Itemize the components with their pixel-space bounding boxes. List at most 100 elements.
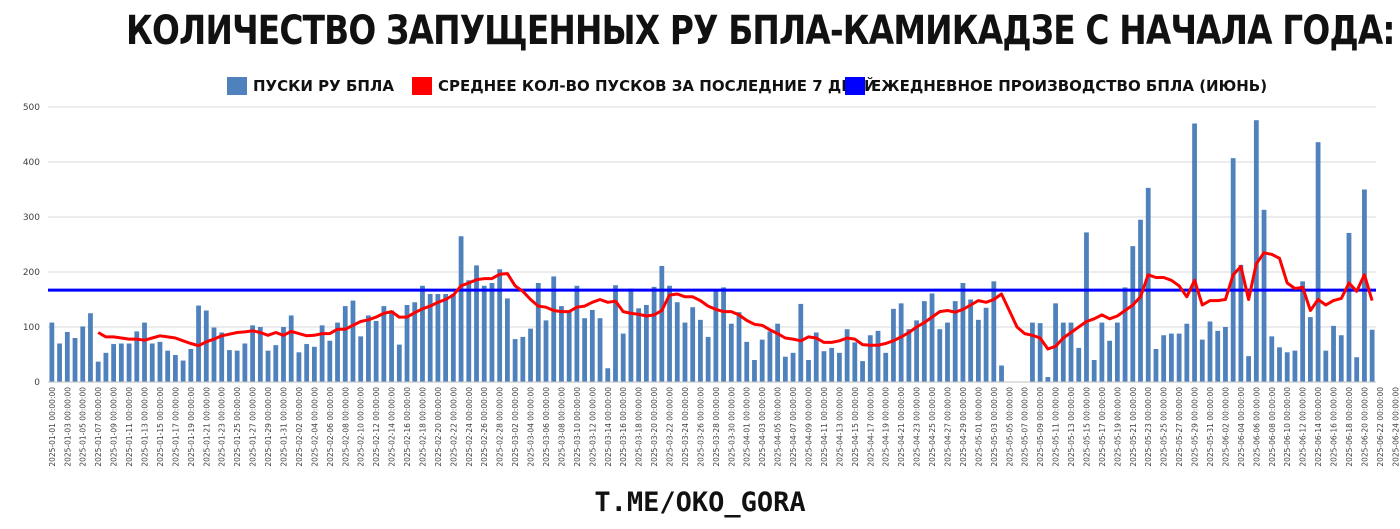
x-tick-label: 2025-02-12 00:00:00: [372, 387, 381, 467]
bar: [535, 283, 541, 382]
x-tick-label: 2025-03-22 00:00:00: [666, 387, 675, 467]
x-tick-label: 2025-04-09 00:00:00: [805, 387, 814, 467]
y-tick-label: 400: [23, 158, 40, 168]
bar: [952, 301, 958, 382]
x-tick-label: 2025-05-29 00:00:00: [1191, 387, 1200, 467]
bar: [1362, 189, 1367, 382]
bar: [852, 342, 858, 382]
x-tick-label: 2025-02-14 00:00:00: [388, 387, 397, 467]
bar: [505, 298, 510, 382]
bar: [1045, 377, 1051, 382]
bar: [103, 352, 109, 382]
footer-link: T.ME/OKO_GORA: [594, 487, 806, 518]
bar: [173, 355, 178, 382]
bar: [1292, 350, 1298, 382]
bar: [219, 332, 225, 382]
x-tick-label: 2025-04-17 00:00:00: [866, 387, 875, 467]
bar: [999, 365, 1004, 382]
bar: [605, 368, 611, 382]
bar: [512, 339, 518, 382]
bar: [1307, 317, 1313, 382]
bar: [597, 318, 603, 382]
x-tick-label: 2025-02-16 00:00:00: [403, 387, 412, 467]
bar: [296, 352, 302, 382]
legend-item-launches: ПУСКИ РУ БПЛА: [227, 74, 394, 98]
x-tick-label: 2025-06-16 00:00:00: [1330, 387, 1339, 467]
bar: [628, 288, 634, 382]
bar: [234, 350, 240, 382]
bar: [1060, 322, 1066, 382]
bar: [1122, 287, 1128, 382]
bar: [1331, 325, 1336, 382]
x-tick-label: 2025-04-19 00:00:00: [882, 387, 891, 467]
bar: [643, 305, 649, 382]
x-tick-label: 2025-05-31 00:00:00: [1206, 387, 1215, 467]
legend-item-average: СРЕДНЕЕ КОЛ-ВО ПУСКОВ ЗА ПОСЛЕДНИЕ 7 ДНЕ…: [412, 74, 877, 98]
bar: [350, 300, 356, 382]
x-tick-label: 2025-03-18 00:00:00: [635, 387, 644, 467]
bar-series: [49, 120, 1375, 382]
x-tick-label: 2025-04-05 00:00:00: [774, 387, 783, 467]
bar: [1369, 329, 1375, 382]
x-tick-label: 2025-01-31 00:00:00: [279, 387, 288, 467]
x-tick-label: 2025-02-24 00:00:00: [465, 387, 474, 467]
bar: [180, 360, 186, 382]
x-tick-label: 2025-06-18 00:00:00: [1345, 387, 1354, 467]
bar: [458, 236, 464, 382]
bar: [497, 269, 503, 382]
x-tick-label: 2025-04-21 00:00:00: [897, 387, 906, 467]
x-tick-label: 2025-03-30 00:00:00: [727, 387, 736, 467]
x-tick-label: 2025-04-13 00:00:00: [835, 387, 844, 467]
bar: [821, 351, 827, 382]
bar: [921, 301, 927, 382]
bar: [520, 336, 526, 382]
x-tick-label: 2025-05-07 00:00:00: [1021, 387, 1030, 467]
bar: [1076, 347, 1082, 382]
bar: [674, 302, 680, 382]
bar: [227, 350, 232, 382]
bar: [404, 305, 410, 382]
bar: [366, 315, 371, 382]
x-tick-label: 2025-01-09 00:00:00: [110, 387, 119, 467]
legend-label-production: ЕЖЕДНЕВНОЕ ПРОИЗВОДСТВО БПЛА (ИЮНЬ): [871, 77, 1268, 95]
bar: [752, 360, 757, 382]
bar: [1107, 340, 1113, 382]
bar: [1277, 347, 1282, 382]
bar: [875, 330, 881, 382]
bar: [1253, 120, 1259, 382]
legend-swatch-launches: [227, 77, 247, 95]
bar: [968, 299, 974, 382]
bar: [837, 352, 842, 382]
bar: [142, 322, 147, 382]
bar: [381, 306, 387, 382]
x-tick-label: 2025-04-27 00:00:00: [943, 387, 952, 467]
bar: [250, 325, 255, 382]
bar: [149, 343, 155, 382]
x-tick-label: 2025-05-23 00:00:00: [1144, 387, 1153, 467]
bar: [1145, 187, 1151, 382]
bar: [829, 347, 835, 382]
bar: [790, 352, 796, 382]
x-tick-label: 2025-02-28 00:00:00: [496, 387, 505, 467]
x-tick-label: 2025-03-04 00:00:00: [527, 387, 536, 467]
bar: [1215, 330, 1221, 382]
bar: [1192, 123, 1197, 382]
x-tick-label: 2025-05-19 00:00:00: [1113, 387, 1122, 467]
bar: [1184, 323, 1190, 382]
bar: [813, 332, 819, 382]
x-tick-label: 2025-03-08 00:00:00: [557, 387, 566, 467]
bar: [1246, 356, 1251, 382]
bar: [782, 356, 788, 382]
bar: [311, 346, 317, 382]
x-tick-label: 2025-06-04 00:00:00: [1237, 387, 1246, 467]
x-tick-label: 2025-05-25 00:00:00: [1160, 387, 1169, 467]
x-tick-label: 2025-03-14 00:00:00: [604, 387, 613, 467]
bar: [1300, 281, 1306, 382]
bar: [690, 307, 696, 382]
bar: [196, 305, 201, 382]
bar: [49, 322, 55, 382]
bar: [80, 326, 86, 382]
bar: [1223, 327, 1228, 382]
bar: [705, 336, 711, 382]
x-tick-label: 2025-02-20 00:00:00: [434, 387, 443, 467]
